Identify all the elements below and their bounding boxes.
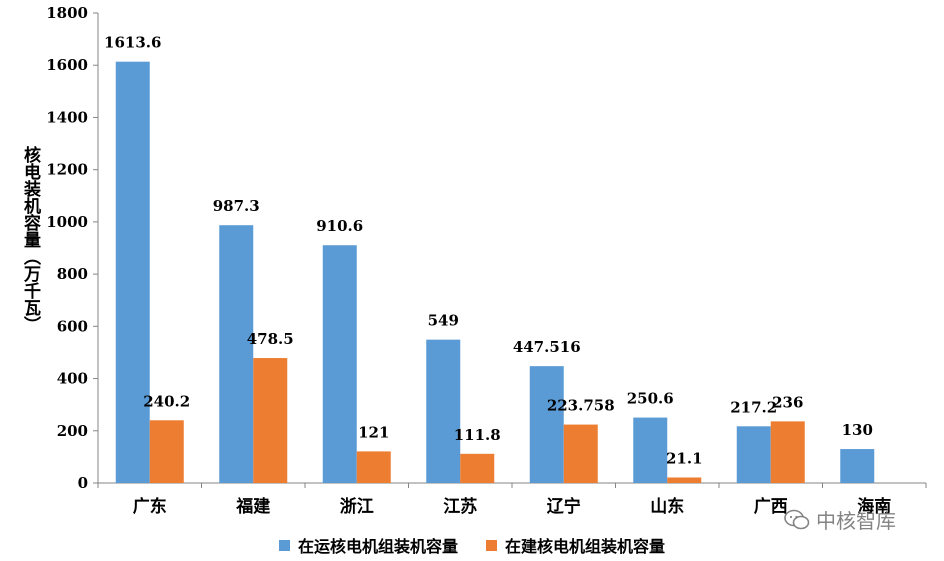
data-label: 240.2	[143, 392, 190, 410]
data-label: 447.516	[513, 338, 581, 356]
x-tick-label: 浙江	[340, 496, 374, 517]
wechat-icon	[784, 509, 810, 529]
bar-construction	[149, 420, 184, 483]
legend-swatch-operating	[278, 539, 290, 551]
x-tick-label: 福建	[235, 496, 270, 517]
bar-operating	[426, 339, 461, 483]
data-labels: 1613.6 987.3 910.6 549 447.516 250.6 217.2 130 2…	[104, 34, 873, 468]
legend-label-operating: 在运核电机组装机容量	[297, 537, 458, 556]
data-label: 217.2	[730, 398, 777, 416]
legend: 在运核电机组装机容量 在建核电机组装机容量	[0, 533, 944, 557]
x-tick-label: 山东	[650, 496, 684, 517]
data-label: 549	[428, 312, 459, 330]
data-label: 250.6	[627, 390, 674, 408]
x-tick-label: 江苏	[443, 496, 477, 517]
y-tick-label: 1400	[46, 108, 88, 126]
bars	[115, 61, 875, 483]
data-label: 910.6	[316, 217, 363, 235]
bar-construction	[253, 358, 288, 483]
x-tick-label: 广东	[133, 496, 167, 517]
data-label: 121	[358, 423, 389, 441]
data-label: 223.758	[547, 397, 615, 415]
legend-swatch-construction	[486, 539, 497, 551]
legend-item-operating: 在运核电机组装机容量	[278, 533, 458, 557]
y-tick-label: 1800	[46, 4, 88, 22]
bar-operating	[840, 449, 875, 483]
data-label: 478.5	[247, 330, 294, 348]
y-tick-label: 800	[57, 265, 88, 283]
bar-construction	[563, 424, 598, 483]
bar-construction	[356, 451, 391, 483]
x-tick-label: 辽宁	[547, 496, 581, 517]
bar-operating	[322, 245, 357, 483]
x-tick-label: 海南	[857, 496, 891, 517]
y-tick-label: 1000	[46, 213, 88, 231]
y-tick-label: 600	[57, 317, 88, 335]
data-label: 111.8	[454, 426, 501, 444]
bar-construction	[667, 477, 702, 483]
data-label: 130	[842, 421, 873, 439]
bar-construction	[460, 453, 495, 483]
bar-operating	[529, 366, 564, 483]
y-tick-label: 0	[78, 474, 88, 492]
y-tick-label: 200	[57, 422, 88, 440]
bar-operating	[115, 61, 150, 483]
data-label: 236	[772, 393, 803, 411]
legend-label-construction: 在建核电机组装机容量	[505, 537, 666, 556]
data-label: 21.1	[666, 449, 703, 467]
y-tick-label: 400	[57, 370, 88, 388]
y-axis-label: 核电装机容量（万千瓦）	[20, 146, 40, 333]
axes: 0 200 400 600 800 1000 1200 1400 1600 1800 广东 福建 浙江 江…	[46, 4, 927, 517]
bar-construction	[770, 421, 805, 483]
legend-item-construction: 在建核电机组装机容量	[486, 533, 665, 557]
bar-operating	[736, 426, 771, 483]
y-tick-label: 1600	[46, 56, 88, 74]
bar-operating	[633, 417, 668, 483]
data-label: 1613.6	[104, 34, 161, 52]
bar-operating	[219, 225, 254, 483]
watermark: 中核智库	[784, 505, 896, 534]
x-tick-label: 广西	[754, 496, 788, 517]
y-tick-label: 1200	[46, 161, 88, 179]
data-label: 987.3	[213, 197, 260, 215]
watermark-text: 中核智库	[816, 509, 896, 533]
